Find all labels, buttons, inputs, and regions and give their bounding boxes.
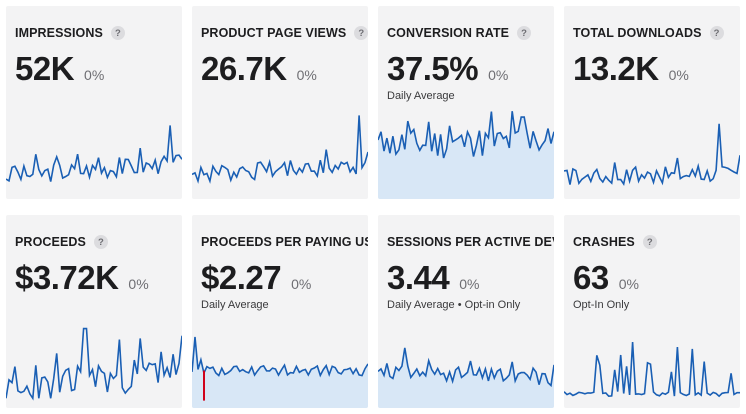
metric-value: $3.72K [15,259,119,296]
negative-bar [203,370,205,401]
sparkline-series [564,341,740,398]
sparkline-chart [192,115,368,184]
metric-change: 0% [128,276,149,292]
card-proceeds[interactable]: PROCEEDS? $3.72K 0% [6,215,182,408]
metric-change: 0% [291,276,312,292]
sparkline-series [192,115,368,184]
card-proceeds-per-paying-user[interactable]: PROCEEDS PER PAYING USER? $2.27 0% Daily … [192,215,368,408]
card-impressions[interactable]: IMPRESSIONS? 52K 0% [6,6,182,199]
metric-value: 13.2K [573,50,659,87]
sparkline-series [378,347,554,388]
metric-value: 3.44 [387,259,450,296]
card-title: IMPRESSIONS? [15,26,125,40]
sparkline-area [378,347,554,408]
card-title: CRASHES? [573,235,657,249]
metric-value: $2.27 [201,259,282,296]
sparkline-series [192,336,368,378]
sparkline-area [378,111,554,199]
card-title: CONVERSION RATE? [387,26,532,40]
metric-value: 37.5% [387,50,479,87]
card-title: TOTAL DOWNLOADS? [573,26,724,40]
card-sessions-per-active-device[interactable]: SESSIONS PER ACTIVE DEVICE? 3.44 0% Daily… [378,215,554,408]
sparkline-series [378,111,554,159]
metric-change: 0% [618,276,639,292]
card-title: PROCEEDS? [15,235,108,249]
card-title: PROCEEDS PER PAYING USER? [201,235,368,249]
metric-subtitle: Opt-In Only [573,299,630,311]
metric-change: 0% [668,67,689,83]
card-product-page-views[interactable]: PRODUCT PAGE VIEWS? 26.7K 0% [192,6,368,199]
sparkline-chart [564,123,740,187]
metric-subtitle: Daily Average [387,90,455,102]
sparkline-chart [378,111,554,199]
metric-change: 0% [296,67,317,83]
metric-change: 0% [459,276,480,292]
sparkline-series [564,123,740,187]
sparkline-series [6,125,182,183]
metric-value: 63 [573,259,609,296]
sparkline-chart [6,125,182,183]
card-crashes[interactable]: CRASHES? 63 0% Opt-In Only [564,215,740,408]
metric-change: 0% [84,67,105,83]
metric-change: 0% [488,67,509,83]
sparkline-chart [192,336,368,408]
help-icon[interactable]: ? [110,26,125,40]
sparkline-chart [6,327,182,401]
sparkline-series [6,327,182,401]
metric-subtitle: Daily Average [201,299,269,311]
metric-value: 26.7K [201,50,287,87]
metric-value: 52K [15,50,75,87]
help-icon[interactable]: ? [517,26,532,40]
help-icon[interactable]: ? [709,26,724,40]
card-conversion-rate[interactable]: CONVERSION RATE? 37.5% 0% Daily Average [378,6,554,199]
card-title: PRODUCT PAGE VIEWS? [201,26,368,40]
card-title: SESSIONS PER ACTIVE DEVICE? [387,235,554,249]
metric-subtitle: Daily Average • Opt-in Only [387,299,521,311]
card-total-downloads[interactable]: TOTAL DOWNLOADS? 13.2K 0% [564,6,740,199]
sparkline-chart [564,341,740,398]
help-icon[interactable]: ? [93,235,108,249]
help-icon[interactable]: ? [642,235,657,249]
sparkline-chart [378,347,554,408]
help-icon[interactable]: ? [354,26,368,40]
